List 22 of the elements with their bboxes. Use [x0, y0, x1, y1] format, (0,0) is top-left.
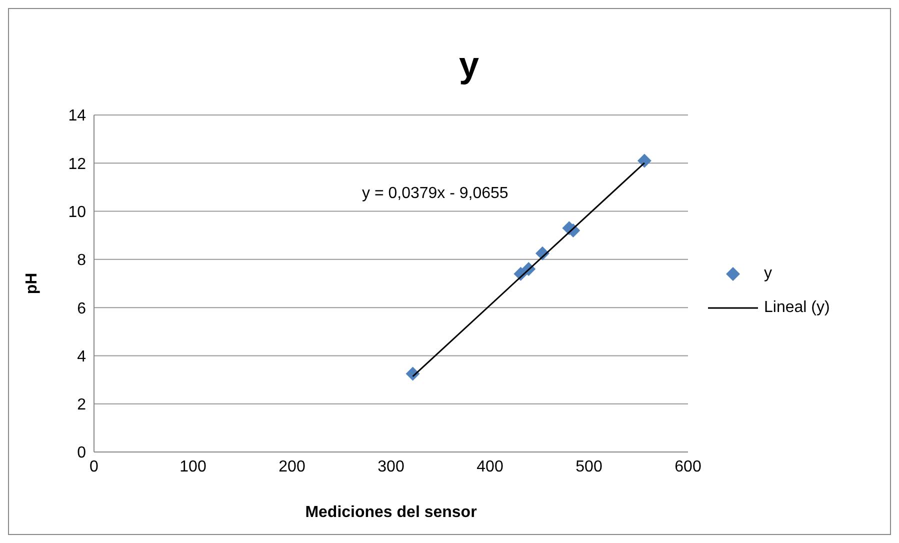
x-tick-label: 200	[278, 458, 306, 476]
x-tick-label: 500	[576, 458, 602, 476]
annotation: y = 0,0379x - 9,0655	[362, 185, 508, 203]
y-tick-label: 2	[77, 396, 86, 414]
y-tick-label: 12	[68, 156, 86, 173]
x-axis-title: Mediciones del sensor	[305, 504, 477, 521]
legend-label: y	[764, 264, 772, 282]
y-tick-label: 6	[77, 300, 86, 318]
y-tick-label: 10	[68, 204, 86, 221]
x-tick-label: 400	[476, 458, 504, 476]
y-tick-label: 4	[77, 348, 86, 366]
chart-title: y	[458, 44, 480, 85]
y-axis-title: pH	[24, 272, 41, 294]
legend-label: Lineal (y)	[764, 298, 830, 316]
x-tick-label: 100	[180, 458, 206, 476]
x-tick-label: 300	[378, 458, 404, 476]
y-tick-label: 8	[77, 252, 86, 270]
point	[637, 154, 652, 168]
y-tick-label: 0	[77, 444, 86, 462]
y-tick-label: 14	[68, 108, 86, 125]
x-tick-label: 0	[90, 458, 99, 476]
x-tick-label: 600	[674, 458, 702, 476]
